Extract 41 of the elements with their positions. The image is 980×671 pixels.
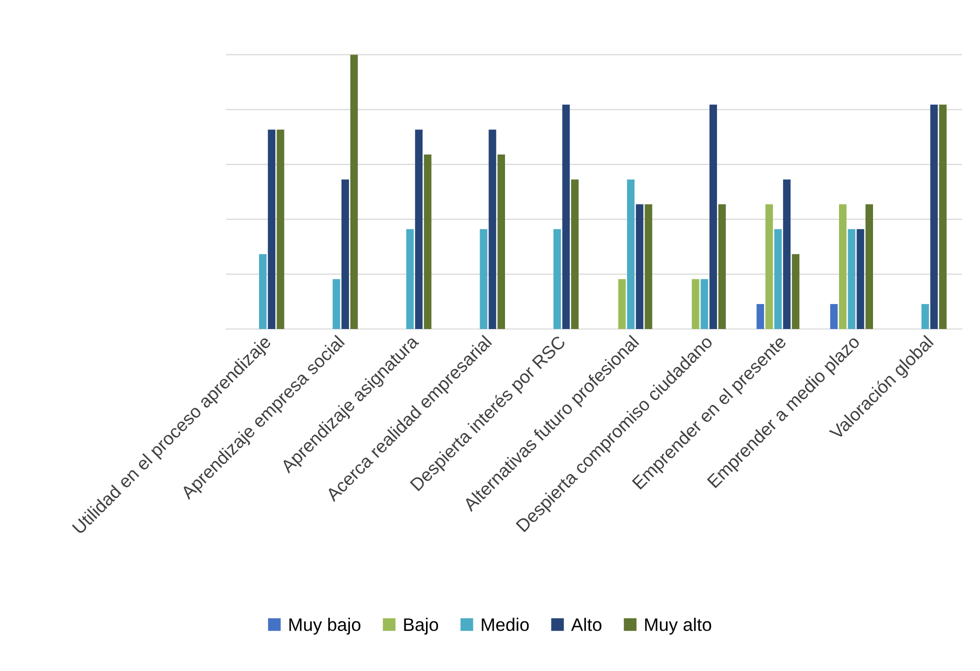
bar xyxy=(692,279,700,329)
bar xyxy=(774,229,782,329)
legend-label: Muy bajo xyxy=(289,618,360,635)
bar xyxy=(930,104,938,329)
bar xyxy=(276,130,284,329)
bar xyxy=(848,229,856,329)
bar xyxy=(700,279,708,329)
bar xyxy=(856,229,864,329)
bar xyxy=(553,229,561,329)
bar xyxy=(498,154,506,329)
bar xyxy=(571,180,579,329)
bar xyxy=(341,180,349,329)
bar xyxy=(406,229,414,329)
bar xyxy=(756,304,764,329)
bar xyxy=(627,180,635,329)
bar xyxy=(830,304,838,329)
bar xyxy=(709,104,717,329)
bar xyxy=(939,104,947,329)
bar xyxy=(765,204,773,329)
legend-label: Muy alto xyxy=(645,618,712,635)
bar xyxy=(424,154,432,329)
bar xyxy=(636,204,644,329)
bar xyxy=(792,254,800,329)
bar xyxy=(332,279,340,329)
bar xyxy=(480,229,488,329)
legend-label: Medio xyxy=(482,618,529,632)
bar xyxy=(644,204,652,329)
bar xyxy=(350,54,358,329)
bar xyxy=(415,130,423,329)
bar xyxy=(921,304,929,329)
legend-label: Bajo xyxy=(404,618,438,635)
legend-label: Alto xyxy=(571,618,602,632)
bar xyxy=(562,104,570,329)
bar xyxy=(268,130,276,329)
bar xyxy=(488,130,496,329)
bar xyxy=(718,204,726,329)
bar xyxy=(783,180,791,329)
bar xyxy=(866,204,874,329)
bar xyxy=(618,279,626,329)
bar xyxy=(839,204,847,329)
bar xyxy=(259,254,267,329)
